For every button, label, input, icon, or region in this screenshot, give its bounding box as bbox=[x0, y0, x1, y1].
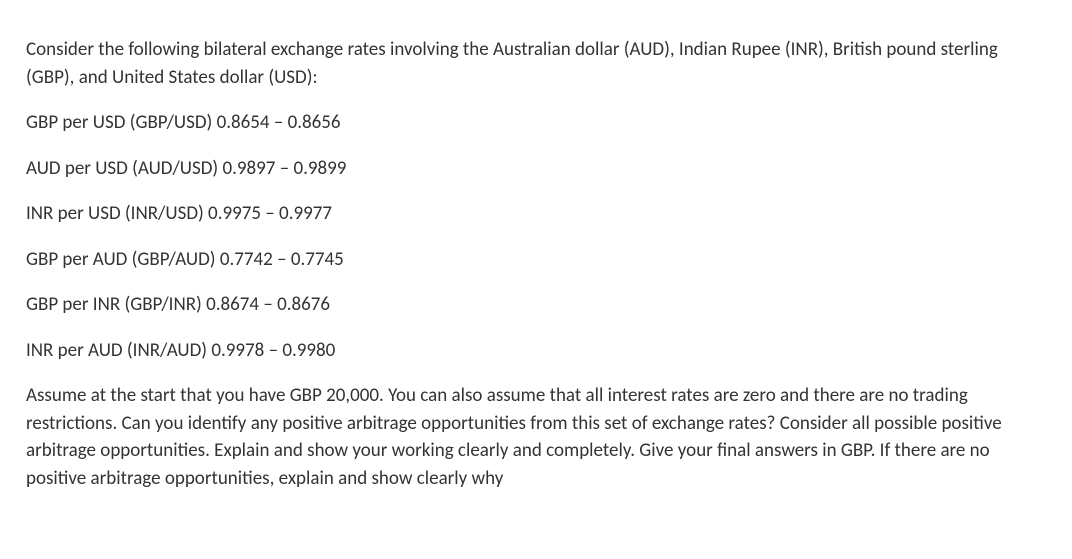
question-paragraph: Assume at the start that you have GBP 20… bbox=[26, 382, 1046, 492]
rate-gbp-aud: GBP per AUD (GBP/AUD) 0.7742 – 0.7745 bbox=[26, 246, 1046, 274]
rate-gbp-usd: GBP per USD (GBP/USD) 0.8654 – 0.8656 bbox=[26, 109, 1046, 137]
rate-aud-usd: AUD per USD (AUD/USD) 0.9897 – 0.9899 bbox=[26, 155, 1046, 183]
rate-inr-usd: INR per USD (INR/USD) 0.9975 – 0.9977 bbox=[26, 200, 1046, 228]
intro-paragraph: Consider the following bilateral exchang… bbox=[26, 36, 1046, 91]
rate-gbp-inr: GBP per INR (GBP/INR) 0.8674 – 0.8676 bbox=[26, 291, 1046, 319]
rate-inr-aud: INR per AUD (INR/AUD) 0.9978 – 0.9980 bbox=[26, 337, 1046, 365]
